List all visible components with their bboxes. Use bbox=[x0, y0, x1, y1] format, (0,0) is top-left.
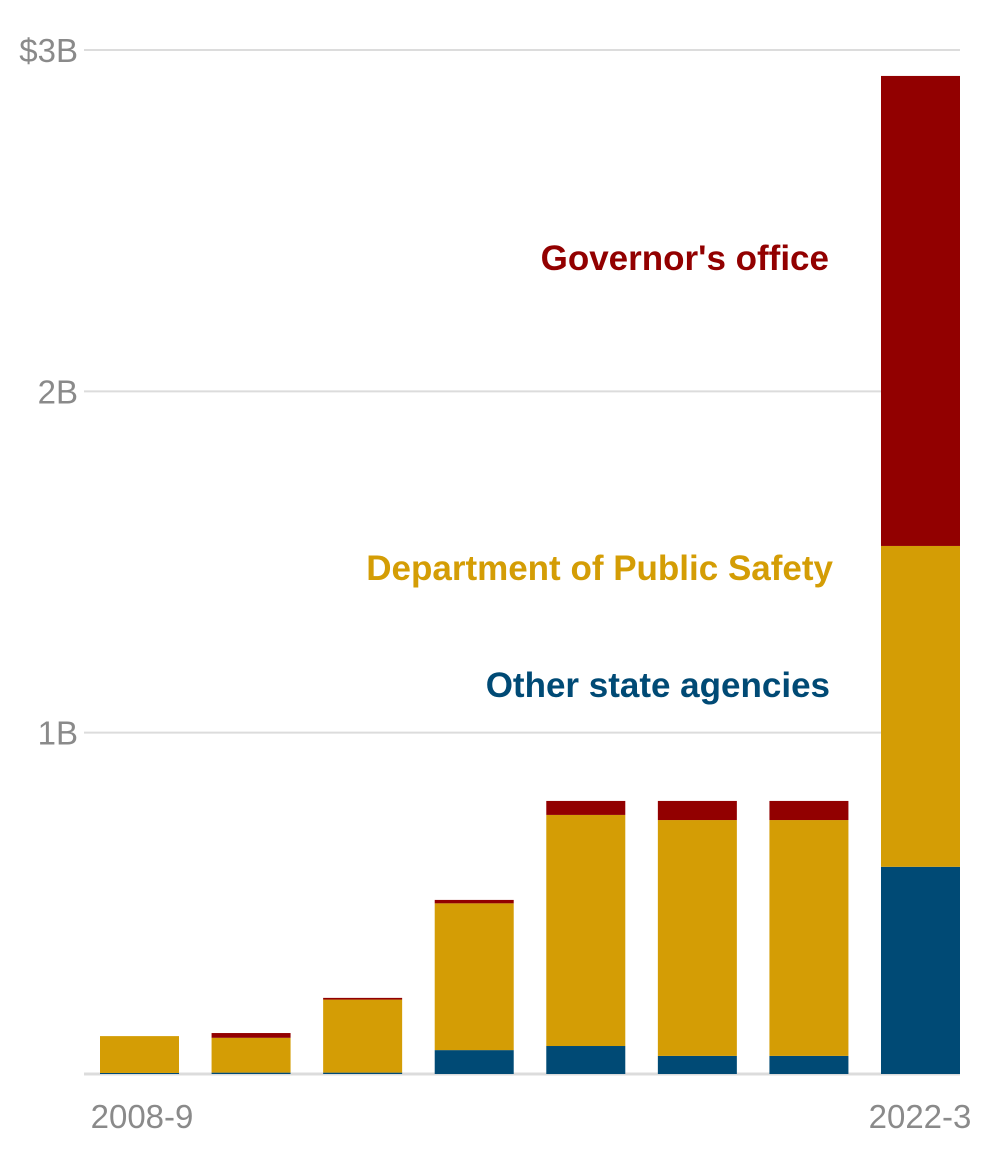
y-tick-label: 2B bbox=[38, 373, 78, 410]
x-tick-label-last: 2022-3 bbox=[869, 1098, 972, 1135]
bar-segment-governor-s-office bbox=[769, 800, 849, 821]
bar-segment-governor-s-office bbox=[434, 899, 514, 904]
x-tick-label-first: 2008-9 bbox=[91, 1098, 194, 1135]
bar-segment-other-state-agencies bbox=[657, 1055, 737, 1074]
bar-segment-other-state-agencies bbox=[434, 1050, 514, 1074]
y-tick-label: $3B bbox=[19, 32, 78, 69]
series-label-governors-office: Governor's office bbox=[541, 239, 829, 278]
bar-segment-governor-s-office bbox=[881, 75, 960, 546]
bar-segment-other-state-agencies bbox=[323, 1072, 403, 1074]
bar-segment-governor-s-office bbox=[211, 1033, 291, 1038]
bar-segment-department-of-public-safety bbox=[100, 1036, 179, 1073]
bar-segment-other-state-agencies bbox=[211, 1072, 291, 1074]
bar-segment-department-of-public-safety bbox=[881, 545, 960, 867]
bar-segment-other-state-agencies bbox=[881, 866, 960, 1074]
bar-segment-governor-s-office bbox=[323, 997, 403, 1000]
bar-segment-department-of-public-safety bbox=[434, 903, 514, 1051]
bar-segment-department-of-public-safety bbox=[211, 1037, 291, 1073]
bar-segment-department-of-public-safety bbox=[769, 820, 849, 1056]
bar-segment-department-of-public-safety bbox=[657, 820, 737, 1056]
bar-segment-other-state-agencies bbox=[769, 1055, 849, 1074]
bar-segment-department-of-public-safety bbox=[323, 999, 403, 1073]
series-label-other-agencies: Other state agencies bbox=[486, 666, 830, 705]
y-tick-label: 1B bbox=[38, 715, 78, 752]
bar-segment-governor-s-office bbox=[657, 800, 737, 821]
bar-segment-department-of-public-safety bbox=[546, 814, 626, 1047]
bar-segment-other-state-agencies bbox=[546, 1046, 626, 1074]
bar-segment-other-state-agencies bbox=[100, 1072, 179, 1074]
bar-segment-governor-s-office bbox=[546, 800, 626, 815]
series-label-public-safety: Department of Public Safety bbox=[366, 549, 833, 588]
